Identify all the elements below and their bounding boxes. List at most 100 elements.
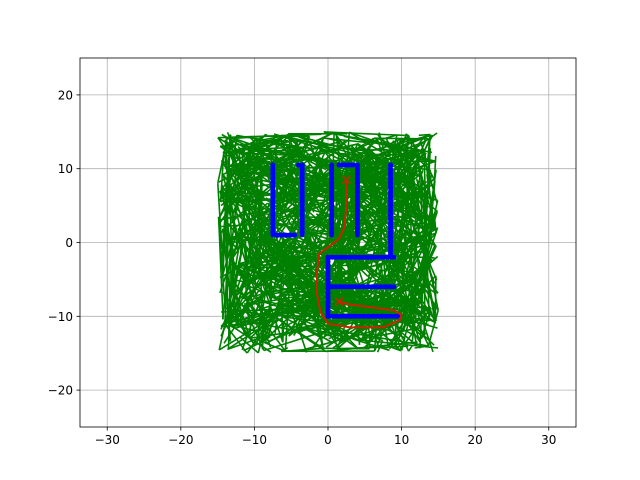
- tree-edge: [287, 274, 301, 308]
- tree-edge: [260, 165, 263, 249]
- tree-edge: [289, 273, 310, 305]
- tree-edge: [217, 216, 224, 320]
- tree-edge: [259, 314, 266, 347]
- x-tick-label: −20: [168, 433, 193, 447]
- tree-edge: [414, 213, 433, 219]
- tree-edge: [217, 183, 223, 249]
- tree-edge: [378, 132, 391, 173]
- tree-edge: [422, 153, 438, 204]
- tree-edge: [280, 347, 289, 353]
- tree-edge: [278, 258, 300, 268]
- tree-edge: [222, 178, 229, 263]
- tree-edge: [254, 137, 274, 193]
- tree-edge: [273, 133, 362, 162]
- tree-edge: [330, 232, 348, 273]
- tree-edge: [407, 344, 414, 352]
- tree-edge: [261, 336, 265, 350]
- tree-edge: [347, 247, 351, 281]
- tree-edge: [388, 173, 422, 202]
- tree-edge: [241, 182, 257, 203]
- tree-edge: [265, 148, 348, 167]
- start-marker: [341, 175, 351, 185]
- tree-edge: [241, 144, 347, 167]
- tree-edge: [284, 291, 290, 352]
- tree-edge: [222, 174, 240, 243]
- tree-edge: [226, 163, 240, 215]
- tree-edge: [332, 132, 335, 165]
- tree-edge: [315, 222, 329, 229]
- tree-edge: [217, 153, 225, 184]
- tree-edge: [233, 264, 252, 292]
- tree-edge: [222, 138, 228, 155]
- y-tick-label: −10: [48, 310, 73, 324]
- tree-edge: [322, 136, 341, 143]
- tree-edge: [314, 264, 349, 303]
- tree-edge: [279, 135, 311, 212]
- planned-path: [316, 179, 403, 329]
- tree-edge: [291, 218, 319, 223]
- tree-edge: [392, 180, 432, 214]
- tree-edge: [251, 201, 279, 265]
- tree-edge: [350, 298, 375, 308]
- tree-edge: [303, 326, 344, 342]
- tree-edge: [282, 320, 285, 343]
- tree-edge: [237, 181, 255, 244]
- tree-edge: [352, 338, 390, 352]
- tree-edge: [321, 139, 350, 164]
- tree-edge: [243, 148, 266, 155]
- tree-edge: [380, 236, 416, 314]
- x-tick-label: −30: [95, 433, 120, 447]
- tree-edge: [217, 133, 322, 139]
- tree-edge: [401, 307, 432, 348]
- tree-edge: [231, 279, 246, 336]
- tree-edge: [371, 220, 380, 229]
- tree-edge: [221, 222, 272, 228]
- tree-edge: [340, 297, 413, 326]
- y-tick-label: 20: [58, 88, 73, 102]
- tree-edge: [375, 133, 431, 157]
- tree-edge: [336, 164, 348, 180]
- tree-edge: [264, 264, 316, 294]
- tree-edge: [305, 151, 326, 194]
- tree-edge: [357, 142, 391, 167]
- tree-edge: [255, 245, 294, 262]
- tree-edge: [306, 219, 315, 256]
- tree-edge: [293, 186, 317, 222]
- tree-edge: [357, 158, 390, 205]
- x-tick-label: 0: [324, 433, 332, 447]
- tree-edge: [229, 282, 233, 328]
- tree-edge: [233, 309, 252, 326]
- tree-edge: [366, 186, 383, 207]
- tree-edge: [282, 316, 323, 339]
- tree-edge: [330, 176, 357, 184]
- tree-edge: [322, 299, 406, 339]
- tree-edge: [287, 163, 312, 194]
- tree-edge: [274, 262, 285, 334]
- tree-edge: [357, 209, 373, 229]
- x-tick-label: −10: [242, 433, 267, 447]
- tree-edge: [332, 153, 373, 198]
- tree-edge: [244, 139, 277, 167]
- tree-edge: [338, 307, 371, 314]
- tree-edge: [404, 223, 435, 279]
- tree-edge: [408, 309, 429, 316]
- x-axis: −30 −20 −10 0 10 20 30: [95, 427, 556, 447]
- tree-edge: [290, 298, 312, 330]
- tree-edge: [246, 166, 263, 170]
- tree-edge: [394, 223, 406, 259]
- goal-marker: [334, 297, 344, 307]
- tree-edge: [297, 192, 301, 222]
- tree-edge: [366, 186, 424, 229]
- path-line: [316, 179, 403, 329]
- tree-edge: [398, 189, 436, 284]
- tree-edge: [392, 212, 424, 230]
- tree-edge: [258, 305, 327, 353]
- tree-edge: [299, 290, 317, 311]
- tree-edge: [407, 163, 426, 182]
- tree-edge: [375, 156, 417, 163]
- tree-edge: [402, 178, 410, 277]
- tree-edge: [249, 264, 283, 306]
- tree-edge: [236, 200, 259, 213]
- tree-edge: [416, 158, 428, 161]
